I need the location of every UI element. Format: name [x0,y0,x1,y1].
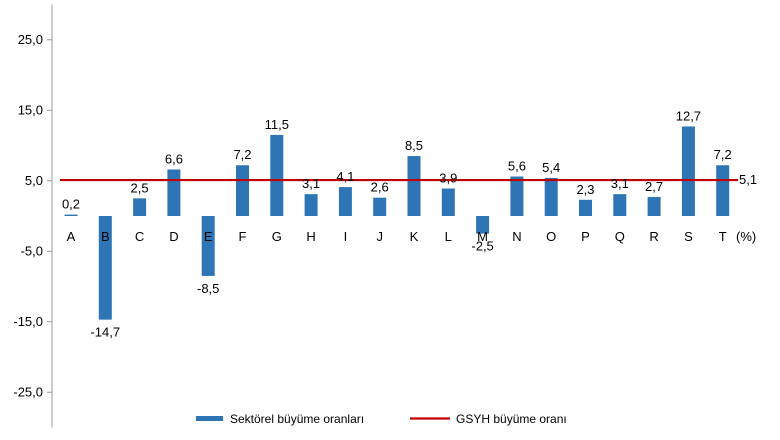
category-label-b: B [101,229,110,244]
category-label-r: R [649,229,658,244]
bar-p [579,199,592,216]
category-label-t: T [719,229,727,244]
bar-a [64,214,78,216]
bar-f [236,165,249,216]
category-label-h: H [306,229,315,244]
category-label-a: A [67,229,76,244]
data-label-m: -2,5 [471,239,493,254]
category-label-d: D [169,229,178,244]
bar-j [373,197,387,216]
bar-d [167,169,181,216]
category-label-f: F [239,229,247,244]
y-tick-label: -5,0 [21,243,43,258]
category-label-c: C [135,229,144,244]
data-label-f: 7,2 [233,147,251,162]
data-label-j: 2,6 [371,180,389,195]
bar-g [270,134,284,216]
category-label-q: Q [615,229,625,244]
data-label-b: -14,7 [90,325,120,340]
category-label-j: J [376,229,383,244]
category-label-p: P [581,229,590,244]
bar-h [304,194,318,216]
bar-s [681,126,695,216]
legend-label-sectoral: Sektörel büyüme oranları [230,412,364,426]
category-label-k: K [410,229,419,244]
data-label-q: 3,1 [611,176,629,191]
category-label-n: N [512,229,521,244]
legend-swatch-sectoral [196,416,223,421]
data-label-r: 2,7 [645,179,663,194]
bar-i [338,187,352,216]
data-label-d: 6,6 [165,151,183,166]
y-tick-label: 5,0 [25,173,43,188]
y-tick-label: 15,0 [18,102,43,117]
category-label-g: G [272,229,282,244]
bar-q [613,194,627,216]
category-label-l: L [445,229,452,244]
y-tick-label: -15,0 [13,314,43,329]
data-label-e: -8,5 [197,281,219,296]
bar-k [407,156,421,216]
bar-n [510,176,524,216]
bar-l [441,188,455,216]
data-label-g: 11,5 [265,117,289,132]
category-label-s: S [684,229,693,244]
data-label-o: 5,4 [542,160,560,175]
category-label-e: E [204,229,213,244]
category-label-m: M [477,229,488,244]
data-label-h: 3,1 [302,176,320,191]
bar-b [98,216,112,320]
gdp-growth-label: 5,1 [739,172,757,187]
y-tick-label: -25,0 [13,384,43,399]
data-label-i: 4,1 [336,169,354,184]
data-label-n: 5,6 [508,159,526,174]
data-label-l: 3,9 [439,171,457,186]
data-label-c: 2,5 [131,180,149,195]
data-label-k: 8,5 [405,138,423,153]
category-label-i: I [344,229,348,244]
data-label-a: 0,2 [62,197,80,212]
data-label-p: 2,3 [576,182,594,197]
bar-m [476,216,490,234]
data-label-t: 7,2 [714,147,732,162]
bar-e [201,216,215,276]
bar-o [544,177,558,216]
bar-c [133,198,147,216]
data-label-s: 12,7 [676,108,701,123]
legend-label-gdp: GSYH büyüme oranı [456,412,567,426]
unit-label: (%) [736,229,756,244]
category-label-o: O [546,229,556,244]
y-tick-label: 25,0 [18,32,43,47]
bar-r [647,196,661,216]
bar-t [716,165,730,216]
